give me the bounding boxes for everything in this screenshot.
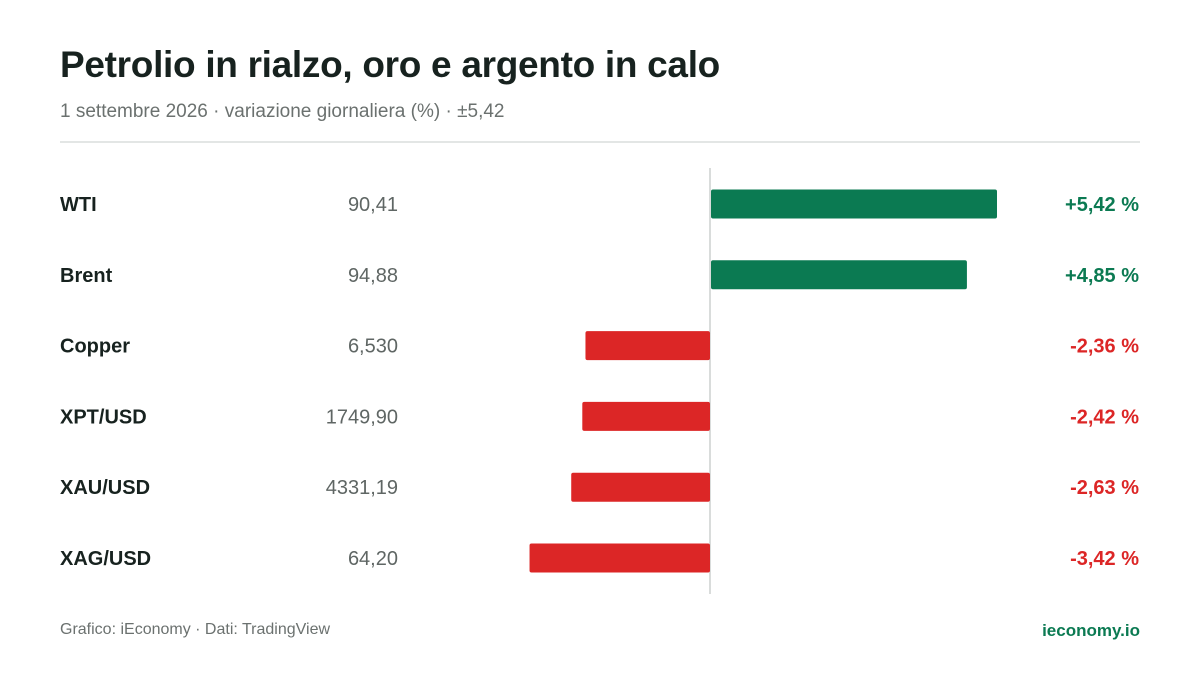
chart-title: Petrolio in rialzo, oro e argento in cal…	[60, 44, 720, 85]
data-label: -2,42 %	[1070, 406, 1139, 428]
data-label: +4,85 %	[1065, 265, 1139, 287]
price-value: 4331,19	[326, 477, 398, 499]
bar	[571, 472, 710, 502]
data-label: -2,36 %	[1070, 336, 1139, 358]
category-label: WTI	[60, 194, 97, 216]
category-label: XAG/USD	[60, 548, 151, 570]
data-label: +5,42 %	[1065, 194, 1139, 216]
data-label: -2,63 %	[1070, 477, 1139, 499]
data-label: -3,42 %	[1070, 548, 1139, 570]
bar	[711, 260, 967, 290]
price-value: 64,20	[348, 548, 398, 570]
bar	[529, 543, 710, 573]
footer-source: Grafico: iEconomy · Dati: TradingView	[60, 621, 331, 638]
category-label: XAU/USD	[60, 477, 150, 499]
price-value: 6,530	[348, 336, 398, 358]
bar	[711, 189, 997, 219]
footer-brand-link[interactable]: ieconomy.io	[1042, 621, 1140, 640]
category-label: Brent	[60, 265, 113, 287]
price-value: 94,88	[348, 265, 398, 287]
header-divider	[60, 141, 1140, 143]
price-value: 90,41	[348, 194, 398, 216]
category-label: XPT/USD	[60, 406, 147, 428]
chart-subtitle: 1 settembre 2026 · variazione giornalier…	[60, 101, 505, 122]
category-label: Copper	[60, 336, 130, 358]
bar	[585, 331, 710, 361]
price-value: 1749,90	[326, 406, 398, 428]
bar	[582, 401, 710, 431]
